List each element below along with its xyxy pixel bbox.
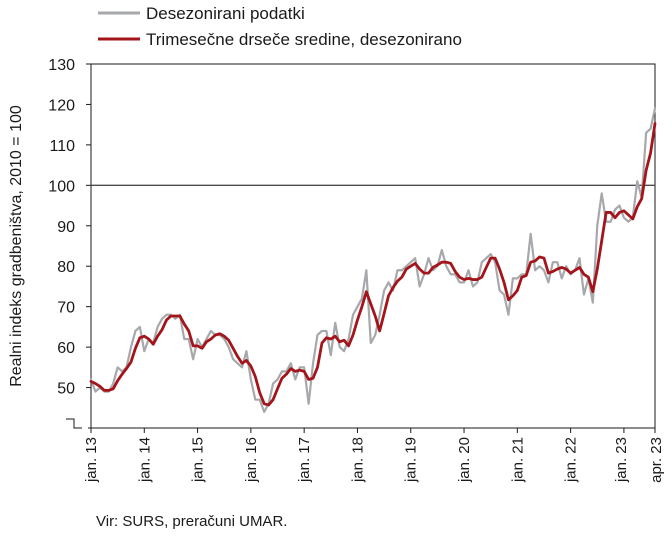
legend-label-moving-average: Trimesečne drseče sredine, desezonirano <box>146 30 462 49</box>
y-tick-label: 110 <box>49 138 75 155</box>
y-tick-label: 50 <box>57 381 75 398</box>
series-line-seasonally-adjusted <box>89 107 657 413</box>
plot-area: 50 60 70 80 90 100 110 120 130 jan. 13 jan. 14 jan.… <box>48 57 665 483</box>
y-tick-label: 100 <box>48 178 75 195</box>
series-line-moving-average <box>89 122 657 407</box>
y-tick-label: 120 <box>48 97 75 114</box>
x-tick-label: jan. 21 <box>509 437 526 483</box>
x-tick-label: jan. 15 <box>190 437 207 483</box>
y-tick-label: 60 <box>57 340 75 357</box>
plot-frame <box>90 63 656 428</box>
x-tick-label: jan. 22 <box>563 437 580 483</box>
y-axis-label: Realni indeks gradbeništva, 2010 = 100 <box>8 105 25 387</box>
legend-label-seasonally-adjusted: Desezonirani podatki <box>146 4 305 23</box>
x-tick-label: jan. 18 <box>349 437 366 483</box>
x-tick-label: jan. 19 <box>403 437 420 483</box>
x-tick-label: jan. 17 <box>296 437 313 483</box>
y-tick-label: 90 <box>57 219 75 236</box>
y-tick-label: 80 <box>57 259 75 276</box>
y-tick-label: 70 <box>57 300 75 317</box>
x-tick-label: jan. 14 <box>136 437 153 483</box>
y-axis-break-marker <box>66 418 82 429</box>
y-tick-label: 130 <box>48 57 75 74</box>
x-tick-label: jan. 13 <box>83 437 100 483</box>
x-tick-label: jan. 20 <box>456 437 473 483</box>
x-tick-label: jan. 23 <box>613 437 630 483</box>
x-tick-label: jan. 16 <box>243 437 260 483</box>
source-note: Vir: SURS, preračuni UMAR. <box>96 513 288 530</box>
x-tick-label: apr. 23 <box>648 437 665 483</box>
legend: Desezonirani podatki Trimesečne drseče s… <box>98 4 462 49</box>
